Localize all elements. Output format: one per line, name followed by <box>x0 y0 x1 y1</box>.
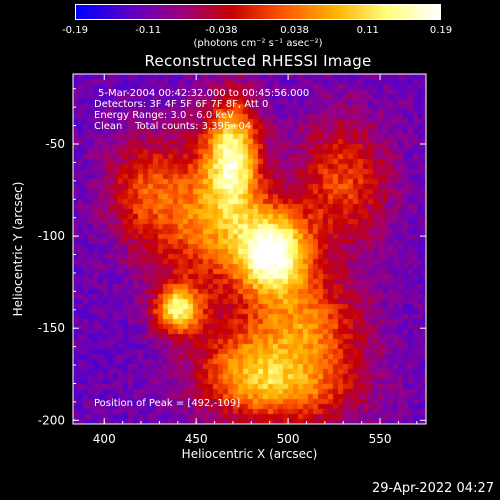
colorbar-tick-label: -0.038 <box>205 25 238 36</box>
peak-position: Position of Peak = [492,-109] <box>94 398 241 409</box>
chart-title: Reconstructed RHESSI Image <box>144 52 372 70</box>
y-tick-label: -150 <box>38 321 65 335</box>
x-tick-label: 500 <box>277 432 300 446</box>
colorbar-units-label: (photons cm⁻² s⁻¹ asec⁻²) <box>193 38 323 49</box>
clean-total-counts: Clean Total counts: 3.39E+04 <box>94 121 252 132</box>
y-axis-label: Heliocentric Y (arcsec) <box>11 181 25 317</box>
y-tick-label: -50 <box>45 137 65 151</box>
detectors-info: Detectors: 3F 4F 5F 6F 7F 8F, Att 0 <box>94 99 269 110</box>
energy-range: Energy Range: 3.0 - 6.0 keV <box>94 110 234 121</box>
x-axis-label: Heliocentric X (arcsec) <box>181 447 318 461</box>
timestamp: 29-Apr-2022 04:27 <box>372 481 494 496</box>
y-tick-label: -100 <box>38 229 65 243</box>
colorbar-tick-label: -0.11 <box>135 25 162 36</box>
colorbar <box>75 4 441 20</box>
heatmap-image <box>73 74 426 424</box>
colorbar-tick-label: -0.19 <box>62 25 88 36</box>
observation-time: 5-Mar-2004 00:42:32.000 to 00:45:56.000 <box>98 88 310 99</box>
x-tick-label: 450 <box>185 432 208 446</box>
colorbar-tick-label: 0.19 <box>429 25 453 36</box>
x-tick-label: 400 <box>93 432 116 446</box>
y-tick-label: -200 <box>38 413 65 427</box>
plot-frame <box>72 73 427 425</box>
x-tick-label: 550 <box>369 432 392 446</box>
colorbar-tick-label: 0.11 <box>356 25 379 36</box>
colorbar-tick-label: 0.038 <box>280 25 309 36</box>
